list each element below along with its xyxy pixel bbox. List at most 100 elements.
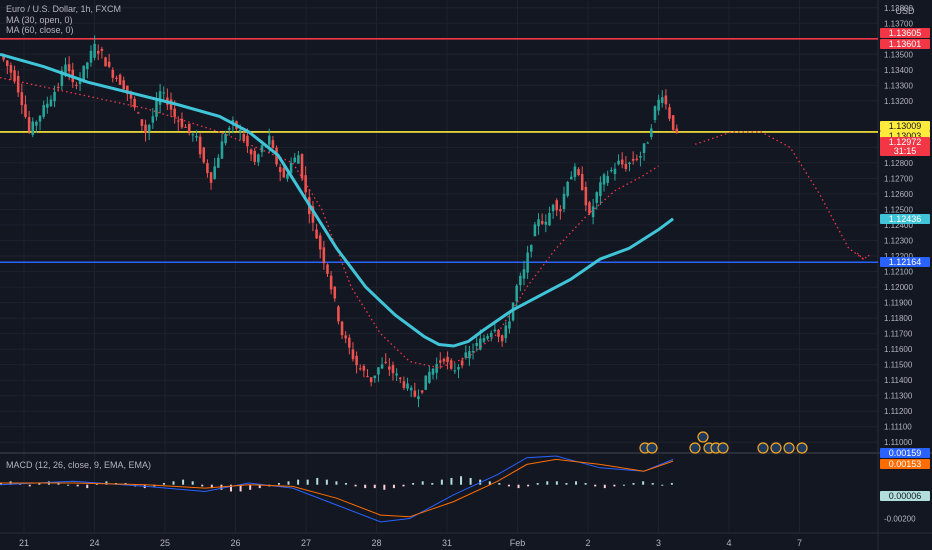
candle-body xyxy=(620,159,624,165)
candle-body xyxy=(479,338,482,350)
price-tick-label: 1.11500 xyxy=(884,361,913,370)
time-tick-label: 21 xyxy=(19,538,29,548)
macd-histogram-bar xyxy=(575,481,578,485)
candle-body xyxy=(602,174,606,185)
candle-body xyxy=(60,70,64,86)
price-tag: 1.13009 xyxy=(880,120,930,131)
macd-histogram-bar xyxy=(584,483,587,485)
price-tag: 1.13601 xyxy=(880,38,930,49)
candle-body xyxy=(242,133,246,142)
price-tick-label: 1.13800 xyxy=(884,4,913,13)
candle-body xyxy=(446,356,449,363)
candle-body xyxy=(380,364,384,369)
candle-body xyxy=(53,91,56,102)
ma60-line xyxy=(0,52,674,348)
candle-body xyxy=(540,220,544,224)
macd-histogram-bar xyxy=(239,484,242,492)
candle-body xyxy=(238,129,242,132)
candle-body xyxy=(471,351,475,353)
macd-histogram-bar xyxy=(536,483,539,485)
candle-body xyxy=(300,154,304,179)
macd-histogram-bar xyxy=(642,481,645,485)
candle-body xyxy=(398,377,402,379)
candle-body xyxy=(322,247,326,264)
economic-event-icon xyxy=(783,442,795,454)
candle-body xyxy=(16,75,20,93)
candle-body xyxy=(570,176,573,180)
price-tick-label: 1.12400 xyxy=(884,221,913,230)
macd-tick-label: -0.00200 xyxy=(884,514,916,523)
macd-histogram-bar xyxy=(67,484,70,486)
candle-body xyxy=(580,174,584,191)
candle-body xyxy=(133,98,136,108)
candle-body xyxy=(169,99,173,110)
candle-body xyxy=(439,360,442,363)
candle-body xyxy=(209,172,213,183)
candle-body xyxy=(395,373,398,376)
macd-histogram-bar xyxy=(402,484,405,487)
macd-histogram-bar xyxy=(507,484,510,487)
macd-histogram-bar xyxy=(517,484,520,489)
macd-histogram-bar xyxy=(105,481,108,485)
time-tick-label: 7 xyxy=(797,538,802,548)
candle-body xyxy=(184,126,187,128)
macd-histogram-bar xyxy=(277,483,280,485)
price-axis[interactable]: 1.13800 1.13700 1.13500 1.13400 1.13300 1.132… xyxy=(884,4,916,524)
candle-body xyxy=(431,368,435,375)
macd-histogram-bar xyxy=(546,481,549,485)
macd-value-tag: 0.00006 xyxy=(880,490,930,501)
macd-histogram-bar xyxy=(594,484,597,487)
candle-body xyxy=(420,390,424,393)
candle-body xyxy=(675,128,679,133)
candle-body xyxy=(449,360,453,369)
candle-body xyxy=(13,70,16,82)
candle-body xyxy=(519,275,522,286)
candle-body xyxy=(402,381,406,388)
candle-body xyxy=(257,154,260,163)
candle-body xyxy=(664,95,668,105)
candle-body xyxy=(631,158,635,161)
candle-body xyxy=(482,338,486,342)
candle-body xyxy=(38,115,42,122)
macd-legend: MACD (12, 26, close, 9, EMA, EMA) xyxy=(6,460,152,470)
chart-title: Euro / U.S. Dollar, 1h, FXCM xyxy=(6,4,122,14)
candle-body xyxy=(24,104,27,117)
macd-histogram-bar xyxy=(230,484,233,492)
candle-body xyxy=(278,167,282,173)
price-tick-label: 1.11800 xyxy=(884,314,913,323)
candle-body xyxy=(413,390,417,397)
candle-body xyxy=(562,193,566,209)
time-axis[interactable]: 21 24 25 26 27 28 31 Feb 2 3 4 7 xyxy=(19,538,802,548)
candle-body xyxy=(544,221,548,225)
candle-body xyxy=(118,74,122,85)
candle-body xyxy=(162,92,166,94)
candle-body xyxy=(500,335,504,342)
economic-event-icon xyxy=(689,442,701,454)
candle-body xyxy=(151,116,155,123)
projection-arrowhead xyxy=(856,252,870,260)
macd-histogram-bar xyxy=(345,483,348,485)
candle-body xyxy=(453,370,457,372)
price-tick-label: 1.12800 xyxy=(884,159,913,168)
macd-histogram-bar xyxy=(249,484,252,490)
macd-histogram-bar xyxy=(469,477,472,485)
macd-histogram-bar xyxy=(392,484,395,489)
economic-event-icon xyxy=(757,442,769,454)
candle-body xyxy=(417,396,420,400)
candle-body xyxy=(537,219,540,227)
candle-body xyxy=(198,136,202,155)
candle-body xyxy=(366,376,369,378)
price-tick-label: 1.11000 xyxy=(884,438,913,447)
candle-body xyxy=(187,123,191,132)
time-tick-label: 27 xyxy=(301,538,311,548)
macd-histogram-bar xyxy=(86,484,89,489)
price-tick-label: 1.12500 xyxy=(884,205,913,214)
candle-body xyxy=(86,62,89,70)
candle-body xyxy=(551,204,555,212)
candle-body xyxy=(344,335,347,339)
candle-body xyxy=(100,48,104,51)
macd-histogram-bar xyxy=(565,483,568,485)
time-tick-label: 3 xyxy=(656,538,661,548)
macd-histogram-bar xyxy=(555,481,558,485)
